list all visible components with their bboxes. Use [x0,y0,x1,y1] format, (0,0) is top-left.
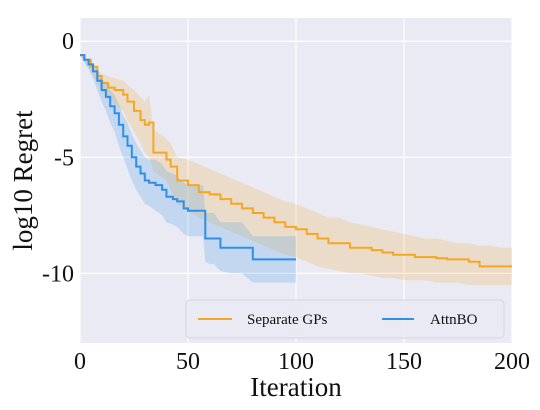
series-lines [80,54,512,268]
y-tick-label: -10 [42,261,74,287]
line-separate-gps [80,54,512,268]
x-axis-label: Iteration [250,372,342,402]
y-tick-label: -5 [54,145,74,171]
legend-box [185,299,505,339]
line-attnbo [80,54,296,261]
y-tick-labels: 0 -5 -10 [42,29,74,287]
legend-label-attnbo: AttnBO [430,312,478,328]
x-tick-label: 200 [494,349,530,375]
y-axis-label: log10 Regret [8,110,38,251]
x-tick-label: 100 [278,349,314,375]
x-tick-labels: 0 50 100 150 200 [74,349,530,375]
x-tick-label: 0 [74,349,86,375]
legend: Separate GPs AttnBO [185,299,505,339]
x-tick-label: 50 [176,349,200,375]
legend-label-separate-gps: Separate GPs [247,312,328,328]
band-attnbo [80,55,296,283]
x-tick-label: 150 [386,349,422,375]
y-tick-label: 0 [62,29,74,55]
